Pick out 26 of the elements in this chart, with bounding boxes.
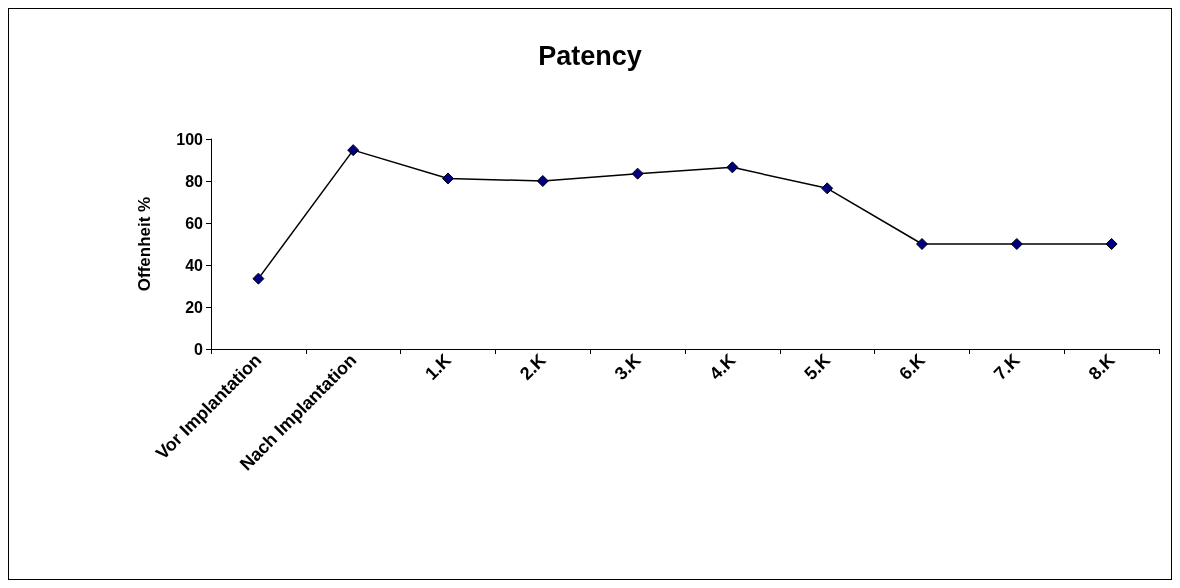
point — [536, 175, 549, 187]
x-tick-label: 8.K — [1084, 349, 1119, 384]
point — [1105, 238, 1118, 250]
x-tick-label: 6.K — [895, 349, 930, 384]
chart-title: Patency — [538, 40, 642, 71]
point — [1010, 238, 1023, 250]
point — [442, 172, 454, 185]
y-tick-label: 60 — [185, 214, 204, 232]
y-tick-label: 0 — [194, 340, 204, 358]
x-tick-label: 3.K — [610, 349, 645, 384]
point — [252, 272, 265, 285]
point — [821, 182, 834, 195]
x-tick-label: 1.K — [421, 349, 456, 384]
x-tick-label: 5.K — [800, 349, 835, 384]
point — [916, 238, 928, 250]
y-tick-label: 20 — [185, 298, 204, 316]
point — [347, 144, 360, 157]
x-tick-label: 7.K — [989, 349, 1024, 384]
point — [631, 167, 644, 180]
y-tick-label: 80 — [185, 172, 204, 190]
x-tick-label: 2.K — [515, 349, 550, 384]
point — [726, 161, 739, 174]
y-axis-title: Offenheit % — [135, 196, 154, 292]
y-tick-label: 100 — [176, 130, 204, 148]
y-tick-label: 40 — [185, 256, 204, 274]
x-tick-label: 4.K — [705, 349, 740, 384]
